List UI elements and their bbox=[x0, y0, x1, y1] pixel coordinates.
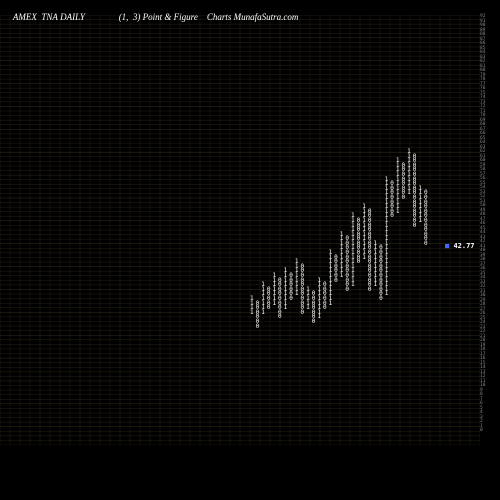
header-symbol: TNA bbox=[41, 12, 58, 22]
chart-container: AMEX TNA DAILY (1, 3) Point & Figure Cha… bbox=[0, 0, 500, 500]
header-params: (1, 3) Point & Figure bbox=[119, 12, 198, 22]
header-period: DAILY bbox=[60, 12, 85, 22]
price-marker: ■ 42.77 bbox=[445, 242, 475, 250]
header-exchange: AMEX bbox=[13, 12, 37, 22]
chart-header: AMEX TNA DAILY (1, 3) Point & Figure Cha… bbox=[0, 0, 500, 15]
y-axis-labels: 92 91 90 89 88 87 86 85 84 83 82 81 80 7… bbox=[480, 15, 500, 445]
point-figure-data: 1 10 1 10 1010 1010 1010 1 1010 bbox=[250, 150, 430, 334]
header-source: Charts MunafaSutra.com bbox=[207, 12, 299, 22]
